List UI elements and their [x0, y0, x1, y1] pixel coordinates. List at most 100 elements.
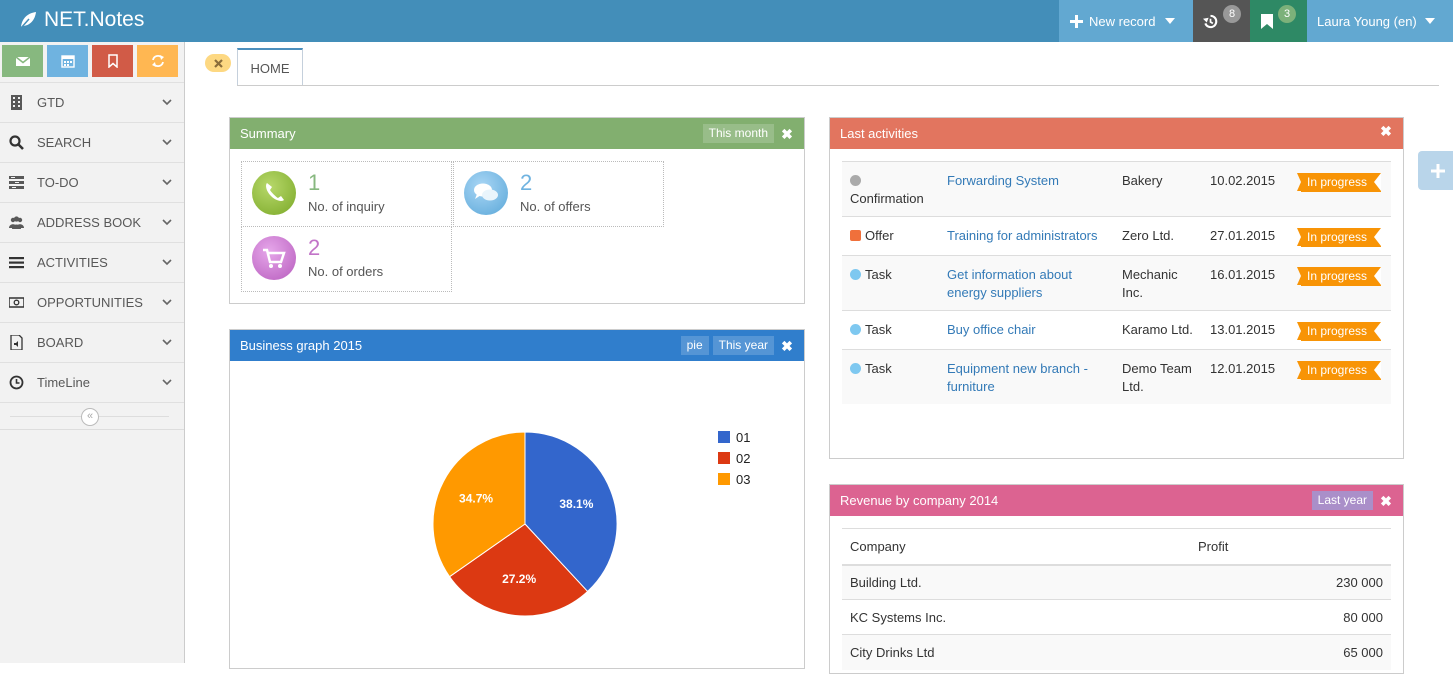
list-icon [9, 257, 24, 269]
history-icon [1203, 14, 1218, 28]
sidebar-item-todo[interactable]: TO-DO [0, 162, 184, 202]
sidebar-collapse-button[interactable]: « [81, 408, 99, 426]
activity-date: 16.01.2015 [1202, 255, 1289, 311]
activity-type-marker [850, 324, 861, 335]
chevron-down-icon [162, 379, 172, 386]
summary-header: Summary This month ✖ [230, 118, 804, 149]
last-activities-widget: Last activities ✖ Confirmation Forwarding… [829, 117, 1404, 459]
user-menu[interactable]: Laura Young (en) [1307, 0, 1453, 42]
table-row[interactable]: Task Buy office chair Karamo Ltd. 13.01.201… [842, 310, 1391, 350]
orders-label: No. of orders [308, 264, 384, 279]
mail-shortcut-button[interactable] [2, 45, 43, 77]
infobox-inquiry[interactable]: 1 No. of inquiry [241, 161, 452, 227]
status-badge: In progress [1296, 228, 1382, 247]
activity-type-cell: Offer [842, 216, 939, 256]
tab-home[interactable]: HOME [237, 48, 303, 86]
slice-label: 38.1% [559, 497, 593, 511]
sidebar-item-address-book[interactable]: ADDRESS BOOK [0, 202, 184, 242]
close-icon[interactable]: ✖ [1380, 123, 1392, 139]
close-icon[interactable]: ✖ [1380, 492, 1392, 509]
legend-label[interactable]: 02 [736, 451, 750, 466]
inquiry-count: 1 [308, 170, 321, 195]
history-button[interactable]: 8 [1193, 0, 1250, 42]
table-row[interactable]: Offer Training for administrators Zero Ltd… [842, 216, 1391, 256]
activity-subject-link[interactable]: Forwarding System [947, 173, 1059, 188]
chart-type-toggle[interactable]: pie [680, 336, 709, 355]
column-header: Company [842, 528, 1190, 566]
add-widget-button[interactable] [1418, 151, 1453, 190]
sidebar-collapse: « [0, 402, 184, 430]
pie-slice[interactable] [432, 431, 526, 578]
table-row[interactable]: Building Ltd. 230 000 [842, 564, 1391, 600]
activity-type: Offer [865, 228, 894, 243]
activity-date: 12.01.2015 [1202, 349, 1289, 404]
sidebar-item-board[interactable]: BOARD [0, 322, 184, 362]
sidebar-item-search[interactable]: SEARCH [0, 122, 184, 162]
refresh-icon [151, 55, 164, 67]
legend-label[interactable]: 01 [736, 430, 750, 445]
activity-type-cell: Confirmation [842, 161, 939, 217]
refresh-shortcut-button[interactable] [137, 45, 178, 77]
activity-type-marker [850, 230, 861, 241]
table-row[interactable]: Confirmation Forwarding System Bakery 10.02… [842, 161, 1391, 217]
activity-type-marker [850, 175, 861, 186]
activity-subject-link[interactable]: Buy office chair [947, 322, 1036, 337]
file-audio-icon [10, 335, 23, 350]
legend-label[interactable]: 03 [736, 472, 750, 487]
legend-swatch [718, 431, 730, 443]
chevron-down-icon [162, 179, 172, 186]
new-record-label: New record [1089, 13, 1156, 29]
close-icon[interactable]: ✖ [781, 125, 793, 142]
sidebar-item-opportunities[interactable]: OPPORTUNITIES [0, 282, 184, 322]
tasks-icon [9, 176, 24, 189]
pie-slice[interactable] [524, 431, 618, 593]
close-icon[interactable]: ✖ [781, 337, 793, 354]
chevron-down-icon [162, 339, 172, 346]
pie-slice[interactable] [448, 523, 589, 617]
revenue-widget: Revenue by company 2014 Last year ✖ Comp… [829, 484, 1404, 674]
new-record-button[interactable]: New record [1059, 0, 1193, 42]
sidebar-item-label: ACTIVITIES [37, 255, 108, 270]
profit-cell: 80 000 [1190, 599, 1391, 635]
sidebar-item-timeline[interactable]: TimeLine [0, 362, 184, 402]
activity-date: 27.01.2015 [1202, 216, 1289, 256]
status-badge: In progress [1296, 322, 1382, 341]
calendar-icon [60, 55, 75, 68]
activity-subject-link[interactable]: Training for administrators [947, 228, 1098, 243]
table-row[interactable]: Task Get information about energy supplie… [842, 255, 1391, 311]
bookmark-shortcut-button[interactable] [92, 45, 133, 77]
period-filter[interactable]: This year [712, 336, 774, 355]
sidebar-item-label: SEARCH [37, 135, 92, 150]
calendar-shortcut-button[interactable] [47, 45, 88, 77]
activity-subject-cell: Equipment new branch - furniture [939, 349, 1114, 404]
search-icon [9, 135, 24, 150]
divider [237, 85, 1439, 86]
activity-company: Bakery [1114, 161, 1202, 217]
infobox-orders[interactable]: 2 No. of orders [241, 226, 452, 292]
period-filter[interactable]: This month [702, 124, 774, 143]
activities-table: Confirmation Forwarding System Bakery 10.02… [842, 161, 1391, 404]
infobox-offers[interactable]: 2 No. of offers [453, 161, 664, 227]
status-badge: In progress [1296, 361, 1382, 380]
activity-status-cell: In progress [1289, 161, 1391, 217]
table-row[interactable]: City Drinks Ltd 65 000 [842, 634, 1391, 670]
period-filter[interactable]: Last year [1311, 491, 1373, 510]
sidebar-item-gtd[interactable]: GTD [0, 82, 184, 122]
activity-type: Task [865, 361, 892, 376]
bookmarks-button[interactable]: 3 [1250, 0, 1307, 42]
caret-down-icon [1165, 18, 1176, 24]
activity-type-marker [850, 269, 861, 280]
activity-type: Confirmation [850, 191, 924, 206]
close-tabs-button[interactable] [205, 54, 231, 72]
table-row[interactable]: Task Equipment new branch - furniture Demo… [842, 349, 1391, 404]
sidebar-item-label: TO-DO [37, 175, 79, 190]
activity-subject-link[interactable]: Get information about energy suppliers [947, 267, 1073, 300]
sidebar-item-activities[interactable]: ACTIVITIES [0, 242, 184, 282]
table-row[interactable]: KC Systems Inc. 80 000 [842, 599, 1391, 635]
slice-label: 34.7% [459, 491, 493, 505]
activity-type-cell: Task [842, 255, 939, 311]
activity-company: Karamo Ltd. [1114, 310, 1202, 350]
revenue-header: Revenue by company 2014 Last year ✖ [830, 485, 1403, 516]
brand[interactable]: NET.Notes [18, 8, 144, 32]
activity-subject-link[interactable]: Equipment new branch - furniture [947, 361, 1088, 394]
